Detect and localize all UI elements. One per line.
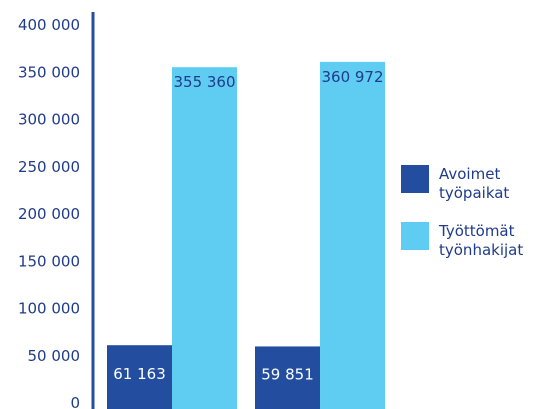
y-tick-label: 50 000 (28, 347, 81, 365)
y-tick-label: 250 000 (18, 158, 80, 176)
legend-label-tyottomat: Työttömät työnhakijat (438, 222, 523, 259)
bar-tyottomat-2 (320, 61, 385, 409)
bar-avoimet-2 (255, 346, 320, 409)
bar-data-label: 61 163 (113, 365, 166, 383)
legend-swatch-avoimet (401, 165, 429, 193)
legend-swatch-tyottomat (401, 222, 429, 250)
y-tick-label: 200 000 (18, 205, 80, 223)
y-tick-label: 300 000 (18, 111, 80, 129)
y-tick-label: 0 (70, 394, 80, 409)
y-tick-label: 350 000 (18, 63, 80, 81)
bar-data-label: 355 360 (173, 73, 235, 91)
y-tick-label: 400 000 (18, 16, 80, 34)
bar-data-label: 59 851 (261, 366, 314, 384)
bar-labels-group: 61 163 59 851 355 360 360 972 (113, 68, 383, 384)
bars-group (107, 61, 385, 409)
legend-label-avoimet: Avoimet työpaikat (439, 165, 509, 202)
bar-data-label: 360 972 (321, 68, 383, 86)
y-tick-label: 150 000 (18, 252, 80, 270)
bar-avoimet-1 (107, 345, 172, 409)
legend: Avoimet työpaikat Työttömät työnhakijat (401, 165, 523, 259)
y-tick-label: 100 000 (18, 300, 80, 318)
y-axis-ticks: 0 50 000 100 000 150 000 200 000 250 000 300 0… (18, 16, 80, 409)
bar-tyottomat-1 (172, 67, 237, 409)
